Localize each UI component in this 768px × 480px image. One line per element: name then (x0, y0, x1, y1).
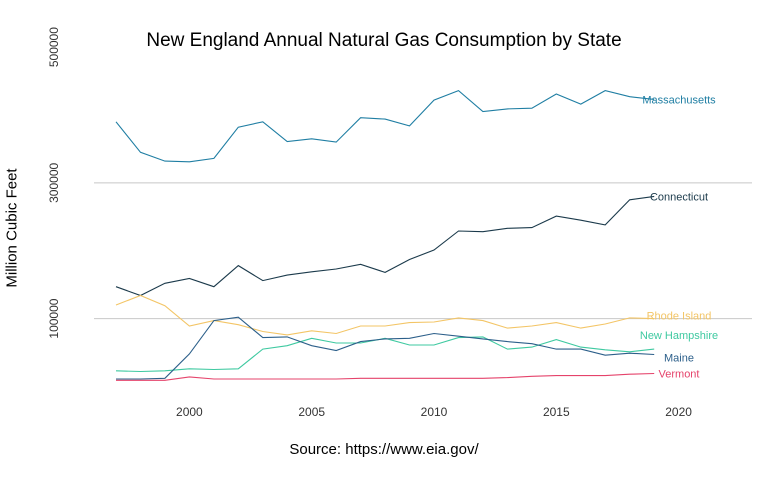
y-tick-label: 500000 (47, 27, 61, 67)
x-tick-label: 2005 (298, 405, 325, 419)
x-tick-labels: 2000 2005 2010 2015 2020 (176, 405, 692, 419)
series-label-maine: Maine (664, 353, 694, 365)
chart-title: New England Annual Natural Gas Consumpti… (146, 30, 622, 51)
series-label-vermont: Vermont (659, 369, 700, 381)
y-tick-labels: 100000 300000 500000 (47, 27, 61, 339)
y-tick-label: 300000 (47, 163, 61, 203)
series-line-connecticut (115, 195, 655, 297)
series-lines (115, 89, 655, 381)
series-line-massachusetts (115, 89, 655, 163)
series-labels: Massachusetts Connecticut Rhode Island New … (640, 94, 718, 380)
series-label-rhode-island: Rhode Island (647, 311, 712, 323)
x-tick-label: 2020 (665, 405, 692, 419)
series-label-connecticut: Connecticut (650, 191, 708, 203)
x-tick-label: 2000 (176, 405, 203, 419)
series-line-rhode-island (115, 294, 655, 336)
series-label-massachusetts: Massachusetts (642, 94, 716, 106)
series-label-new-hampshire: New Hampshire (640, 330, 718, 342)
series-line-new-hampshire (115, 336, 655, 373)
series-line-maine (116, 316, 655, 380)
x-tick-label: 2015 (543, 405, 570, 419)
y-tick-label: 100000 (47, 298, 61, 338)
series-line-vermont (116, 372, 655, 381)
x-tick-label: 2010 (421, 405, 448, 419)
chart-caption: Source: https://www.eia.gov/ (289, 441, 479, 458)
